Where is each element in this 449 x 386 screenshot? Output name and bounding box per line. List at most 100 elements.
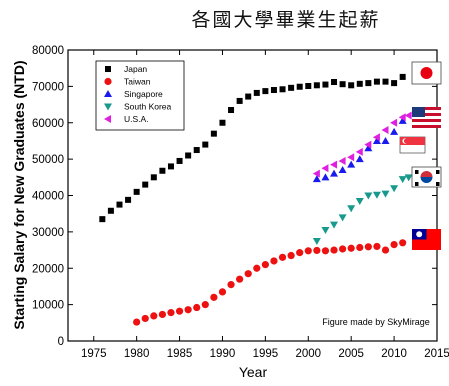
data-point	[270, 87, 277, 94]
data-point	[381, 136, 390, 144]
data-point	[244, 270, 252, 278]
data-point	[347, 160, 356, 168]
data-point	[227, 281, 235, 289]
data-point	[150, 312, 158, 320]
data-point	[304, 247, 312, 255]
south-korea-flag-trigram	[415, 170, 419, 174]
japan-flag	[411, 61, 442, 85]
legend-label: U.S.A.	[124, 114, 149, 124]
x-tick-label: 1995	[253, 348, 279, 360]
data-point	[355, 147, 363, 156]
data-point	[381, 190, 390, 198]
y-tick-label: 20000	[32, 263, 64, 275]
data-point	[339, 81, 346, 88]
data-point	[338, 156, 346, 165]
data-point	[330, 160, 338, 169]
x-axis-title: Year	[239, 364, 268, 380]
y-axis-title: Starting Salary for New Graduates (NTD)	[11, 60, 27, 329]
data-point	[167, 309, 175, 317]
data-point	[348, 82, 355, 89]
data-point	[404, 174, 413, 182]
x-tick-label: 1980	[124, 348, 150, 360]
data-point	[381, 246, 390, 254]
data-point	[141, 314, 149, 323]
data-point	[253, 264, 261, 272]
singapore-flag-red	[400, 137, 425, 145]
x-tick-label: 1985	[167, 348, 193, 360]
series-u-s-a	[312, 111, 412, 178]
data-point	[312, 237, 321, 245]
data-point	[390, 127, 399, 135]
data-point	[193, 147, 200, 154]
data-point	[356, 243, 364, 252]
data-point	[321, 164, 329, 173]
data-point	[175, 307, 184, 315]
usa-flag-stripe	[412, 119, 441, 122]
data-point	[390, 241, 398, 249]
usa-flag	[412, 107, 441, 128]
data-point	[201, 301, 209, 309]
y-tick-label: 70000	[32, 81, 64, 93]
x-tick-label: 2015	[424, 348, 449, 360]
singapore-flag	[399, 136, 426, 154]
data-point	[261, 261, 269, 269]
data-point	[398, 113, 406, 122]
series-south-korea	[312, 174, 413, 245]
legend-marker	[104, 77, 112, 86]
data-point	[391, 80, 398, 87]
data-point	[398, 116, 407, 124]
data-point	[364, 192, 373, 200]
data-point	[313, 82, 320, 89]
data-point	[176, 157, 183, 164]
data-point	[245, 93, 252, 100]
y-tick-label: 30000	[32, 227, 64, 239]
data-point	[236, 275, 244, 283]
data-point	[305, 83, 312, 90]
data-point	[116, 201, 123, 208]
x-tick-label: 2010	[381, 348, 407, 360]
data-point	[184, 306, 192, 314]
data-point	[210, 130, 217, 137]
chart-title: 各國大學畢業生起薪	[191, 9, 380, 31]
data-point	[355, 197, 364, 205]
data-point	[210, 293, 218, 301]
legend-marker	[105, 66, 111, 72]
y-tick-label: 80000	[32, 45, 64, 57]
usa-flag-canton	[412, 107, 425, 117]
usa-flag-stripe	[412, 125, 441, 128]
data-point	[372, 133, 380, 142]
data-point	[219, 119, 226, 126]
data-point	[158, 310, 166, 319]
data-point	[322, 81, 329, 88]
data-point	[382, 78, 389, 85]
data-point	[321, 173, 330, 181]
usa-flag-stripe	[412, 116, 441, 119]
data-point	[312, 169, 320, 178]
series-taiwan	[133, 239, 407, 326]
legend-marker	[104, 103, 112, 111]
usa-flag-stripe	[412, 107, 441, 110]
data-point	[142, 181, 149, 188]
taiwan-flag	[412, 229, 441, 250]
data-point	[288, 84, 295, 91]
data-point	[228, 107, 235, 114]
flags	[399, 61, 442, 250]
data-point	[133, 318, 141, 326]
data-point	[390, 185, 399, 193]
usa-flag-stripe	[412, 113, 441, 116]
south-korea-flag-trigram	[436, 182, 440, 186]
data-point	[399, 239, 407, 247]
data-point	[270, 257, 278, 265]
data-point	[347, 244, 355, 252]
south-korea-flag-trigram	[415, 182, 419, 186]
data-point	[373, 242, 381, 251]
x-tick-label: 2005	[338, 348, 364, 360]
series-japan	[99, 73, 406, 223]
data-point	[321, 227, 330, 235]
data-point	[107, 207, 114, 214]
data-point	[364, 144, 373, 152]
south-korea-flag	[411, 166, 442, 188]
data-point	[99, 216, 106, 223]
data-point	[347, 205, 356, 213]
